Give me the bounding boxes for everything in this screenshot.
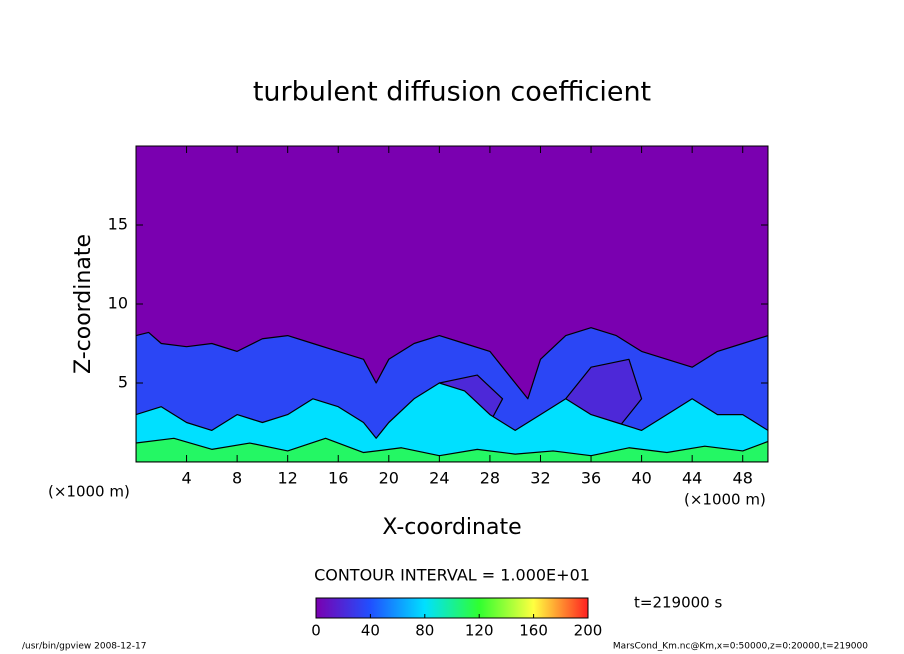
contour-region: [136, 382, 768, 462]
contour-region: [136, 437, 768, 462]
contour-interval: CONTOUR INTERVAL = 1.000E+01: [314, 566, 590, 585]
x-tick-label: 28: [480, 469, 500, 488]
x-tick-label: 4: [181, 469, 191, 488]
x-tick-label: 20: [379, 469, 399, 488]
x-tick-label: 8: [232, 469, 242, 488]
x-unit: (×1000 m): [684, 491, 766, 509]
colorbar-tick-label: 40: [361, 622, 380, 640]
x-tick-label: 24: [429, 469, 449, 488]
footer-left: /usr/bin/gpview 2008-12-17: [22, 642, 146, 652]
x-tick-label: 32: [530, 469, 550, 488]
x-tick-label: 48: [733, 469, 753, 488]
colorbar-tick-label: 160: [519, 622, 548, 640]
y-unit: (×1000 m): [48, 483, 130, 501]
footer-right: MarsCond_Km.nc@Km,x=0:50000,z=0:20000,t=…: [613, 642, 868, 652]
colorbar: [315, 597, 589, 619]
y-tick-label: 10: [108, 294, 128, 313]
colorbar-tick-label: 120: [465, 622, 494, 640]
colorbar-tick-label: 80: [415, 622, 434, 640]
colorbar-tick-label: 200: [574, 622, 603, 640]
x-tick-label: 36: [581, 469, 601, 488]
x-axis-label: X-coordinate: [382, 515, 521, 540]
y-axis-label: Z-coordinate: [71, 234, 96, 374]
contour-field: [136, 146, 768, 462]
x-tick-label: 16: [328, 469, 348, 488]
y-tick-label: 15: [108, 215, 128, 234]
time-label: t=219000 s: [634, 594, 722, 612]
colorbar-tick-label: 0: [311, 622, 321, 640]
y-tick-label: 5: [118, 373, 128, 392]
x-tick-label: 40: [631, 469, 651, 488]
chart-title: turbulent diffusion coefficient: [253, 77, 651, 108]
x-tick-label: 44: [682, 469, 702, 488]
x-tick-label: 12: [278, 469, 298, 488]
